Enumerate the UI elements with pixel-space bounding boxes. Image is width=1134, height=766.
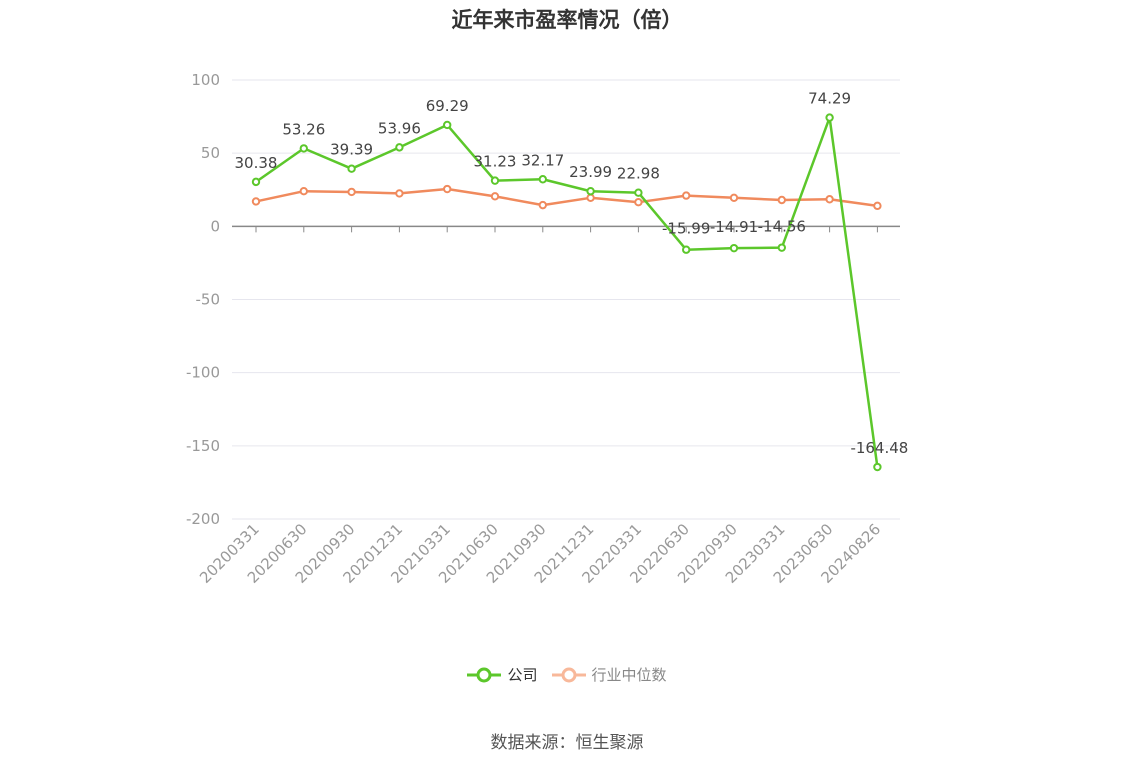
y-tick-label: -150 — [186, 437, 220, 455]
data-point-industry — [251, 197, 261, 206]
data-point-company — [443, 120, 452, 130]
data-point-company — [395, 143, 404, 152]
data-point-industry — [729, 193, 739, 202]
data-point-industry — [586, 193, 595, 202]
legend-item-company[interactable]: 公司 — [467, 664, 538, 685]
data-point-industry — [777, 195, 786, 205]
series-line-company — [255, 116, 879, 468]
data-point-company — [251, 177, 261, 187]
data-label: 53.96 — [378, 119, 421, 137]
data-label: -15.99 — [662, 220, 710, 238]
data-point-industry — [538, 200, 547, 210]
data-label: 39.39 — [330, 141, 373, 159]
data-label: 22.98 — [617, 165, 660, 183]
data-point-industry — [490, 192, 500, 201]
data-label: -14.91 — [710, 218, 758, 236]
y-tick-label: 50 — [201, 144, 220, 162]
y-tick-label: -50 — [196, 291, 221, 309]
data-point-industry — [443, 184, 452, 194]
data-point-company — [873, 462, 882, 472]
chart-title: 近年来市盈率情况（倍） — [451, 8, 683, 32]
legend-item-industry[interactable]: 行业中位数 — [551, 664, 667, 685]
data-point-industry — [873, 201, 882, 211]
data-point-company — [777, 243, 786, 252]
data-label: 31.23 — [474, 153, 517, 171]
data-point-industry — [682, 191, 691, 200]
data-point-company — [825, 113, 834, 122]
data-label: 69.29 — [426, 97, 469, 115]
data-label: 32.17 — [521, 151, 564, 169]
y-tick-label: 100 — [191, 71, 220, 89]
data-point-company — [586, 187, 595, 196]
data-point-company — [347, 164, 356, 173]
circle-line-icon — [467, 667, 502, 682]
y-tick-label: 0 — [210, 217, 220, 235]
legend-label-industry: 行业中位数 — [591, 666, 667, 684]
chart-legend: 公司 行业中位数 — [0, 664, 1134, 685]
data-point-industry — [825, 195, 834, 204]
data-label: 74.29 — [808, 90, 851, 108]
data-point-industry — [395, 189, 404, 198]
data-label: 30.38 — [235, 154, 278, 172]
y-tick-label: -100 — [186, 364, 220, 382]
circle-line-icon — [551, 667, 586, 682]
data-point-company — [538, 175, 547, 184]
data-point-industry — [299, 187, 308, 196]
data-point-company — [299, 144, 308, 153]
series-line-industry — [255, 187, 878, 208]
legend-label-company: 公司 — [507, 666, 538, 684]
data-point-company — [634, 188, 643, 197]
data-point-company — [729, 243, 739, 253]
data-label: -164.48 — [850, 439, 908, 457]
data-source-note: 数据来源：恒生聚源 — [490, 733, 644, 753]
data-point-company — [490, 176, 500, 185]
data-point-industry — [634, 197, 643, 207]
data-label: -14.56 — [758, 218, 806, 236]
data-point-industry — [347, 187, 356, 197]
data-label: 23.99 — [569, 163, 612, 181]
data-label: 53.26 — [282, 120, 325, 138]
data-point-company — [682, 245, 691, 254]
y-tick-label: -200 — [186, 510, 220, 528]
pe-ratio-line-chart: 100500-50-100-150-2002020033120200630202… — [186, 71, 908, 587]
